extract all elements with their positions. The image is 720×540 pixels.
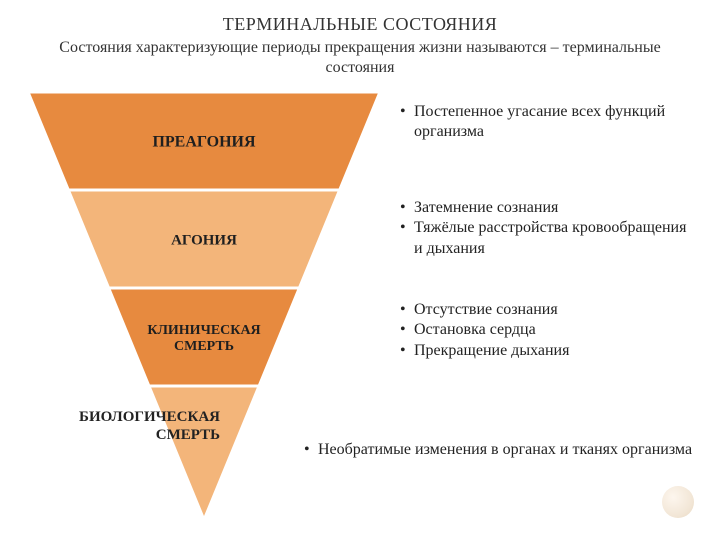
pyramid-level-2-label: АГОНИЯ bbox=[171, 232, 237, 248]
page-subtitle: Состояния характеризующие периоды прекра… bbox=[30, 38, 690, 78]
ext-label-line1: БИОЛОГИЧЕСКАЯ bbox=[79, 409, 220, 425]
bullets-level-1: Постепенное угасание всех функций органи… bbox=[396, 102, 696, 143]
slide: ТЕРМИНАЛЬНЫЕ СОСТОЯНИЯ Состояния характе… bbox=[0, 0, 720, 540]
bullets-level-4: Необратимые изменения в органах и тканях… bbox=[300, 440, 710, 460]
bullets-level-2: Затемнение сознанияТяжёлые расстройства … bbox=[396, 198, 696, 259]
bullet-item: Отсутствие сознания bbox=[414, 300, 696, 320]
bullet-item: Необратимые изменения в органах и тканях… bbox=[318, 440, 710, 460]
ext-label-line2: СМЕРТЬ bbox=[156, 427, 220, 443]
bullet-item: Постепенное угасание всех функций органи… bbox=[414, 102, 696, 143]
decorative-dot-icon bbox=[662, 486, 694, 518]
bullet-item: Тяжёлые расстройства кровообращения и ды… bbox=[414, 218, 696, 259]
pyramid-level-1-label: ПРЕАГОНИЯ bbox=[152, 134, 256, 151]
bullet-item: Остановка сердца bbox=[414, 320, 696, 340]
bullet-item: Прекращение дыхания bbox=[414, 341, 696, 361]
pyramid-level-4 bbox=[149, 386, 259, 520]
page-title: ТЕРМИНАЛЬНЫЕ СОСТОЯНИЯ bbox=[0, 14, 720, 35]
level-4-external-label: БИОЛОГИЧЕСКАЯ СМЕРТЬ bbox=[60, 408, 220, 444]
bullet-item: Затемнение сознания bbox=[414, 198, 696, 218]
bullets-level-3: Отсутствие сознанияОстановка сердцаПрекр… bbox=[396, 300, 696, 361]
